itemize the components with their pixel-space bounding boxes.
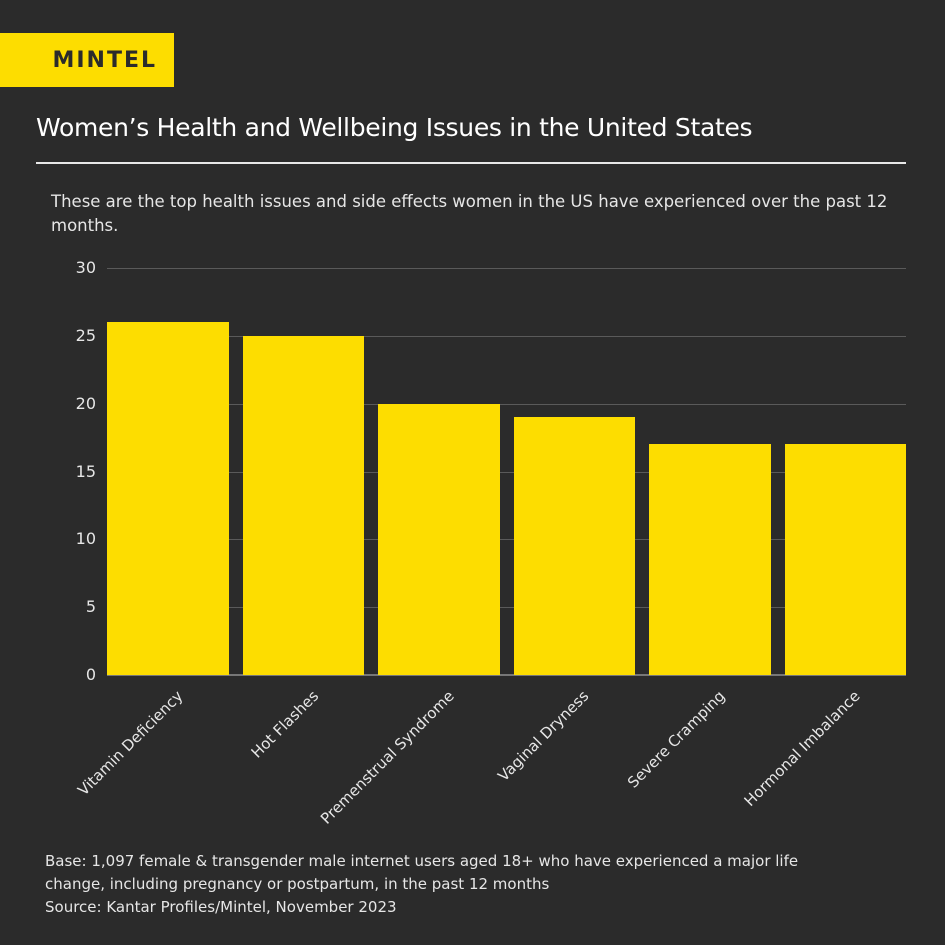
y-tick-label: 10 [75, 529, 96, 549]
gridline [107, 471, 906, 473]
gridline [107, 539, 906, 541]
x-tick-label: Premenstrual Syndrome [316, 687, 458, 828]
y-tick-label: 5 [85, 597, 96, 617]
source-note: Source: Kantar Profiles/Mintel, November… [45, 898, 397, 916]
gridline [107, 268, 906, 269]
x-tick-label: Hormonal Imbalance [740, 687, 864, 810]
x-tick-label: Hot Flashes [247, 687, 323, 762]
bar-premenstrual-syndrome [378, 403, 500, 675]
chart-subtitle: These are the top health issues and side… [51, 192, 888, 235]
chart-title: Women’s Health and Wellbeing Issues in t… [36, 113, 753, 142]
gridline [107, 607, 906, 609]
bar-vaginal-dryness [513, 417, 635, 675]
y-tick-label: 15 [75, 461, 96, 481]
bar-hormonal-imbalance [784, 444, 906, 675]
chart-footer: Base: 1,097 female & transgender male in… [45, 850, 845, 919]
x-tick-label: Vaginal Dryness [494, 687, 593, 785]
y-tick-label: 0 [85, 665, 96, 684]
title-divider [36, 162, 906, 164]
gridline [107, 335, 906, 337]
gridline [107, 403, 906, 405]
bar-severe-cramping [649, 444, 771, 675]
bar-hot-flashes [242, 335, 364, 675]
bar-vitamin-deficiency [107, 322, 229, 675]
x-tick-label: Severe Cramping [623, 687, 729, 792]
mintel-logo: MINTEL [0, 33, 174, 87]
logo-text: MINTEL [52, 47, 157, 73]
y-tick-label: 20 [75, 393, 96, 413]
y-tick-label: 30 [75, 258, 96, 277]
y-tick-label: 25 [75, 325, 96, 345]
x-tick-label: Vitamin Deficiency [73, 687, 187, 800]
base-note: Base: 1,097 female & transgender male in… [45, 852, 799, 893]
x-axis-baseline [107, 674, 906, 676]
